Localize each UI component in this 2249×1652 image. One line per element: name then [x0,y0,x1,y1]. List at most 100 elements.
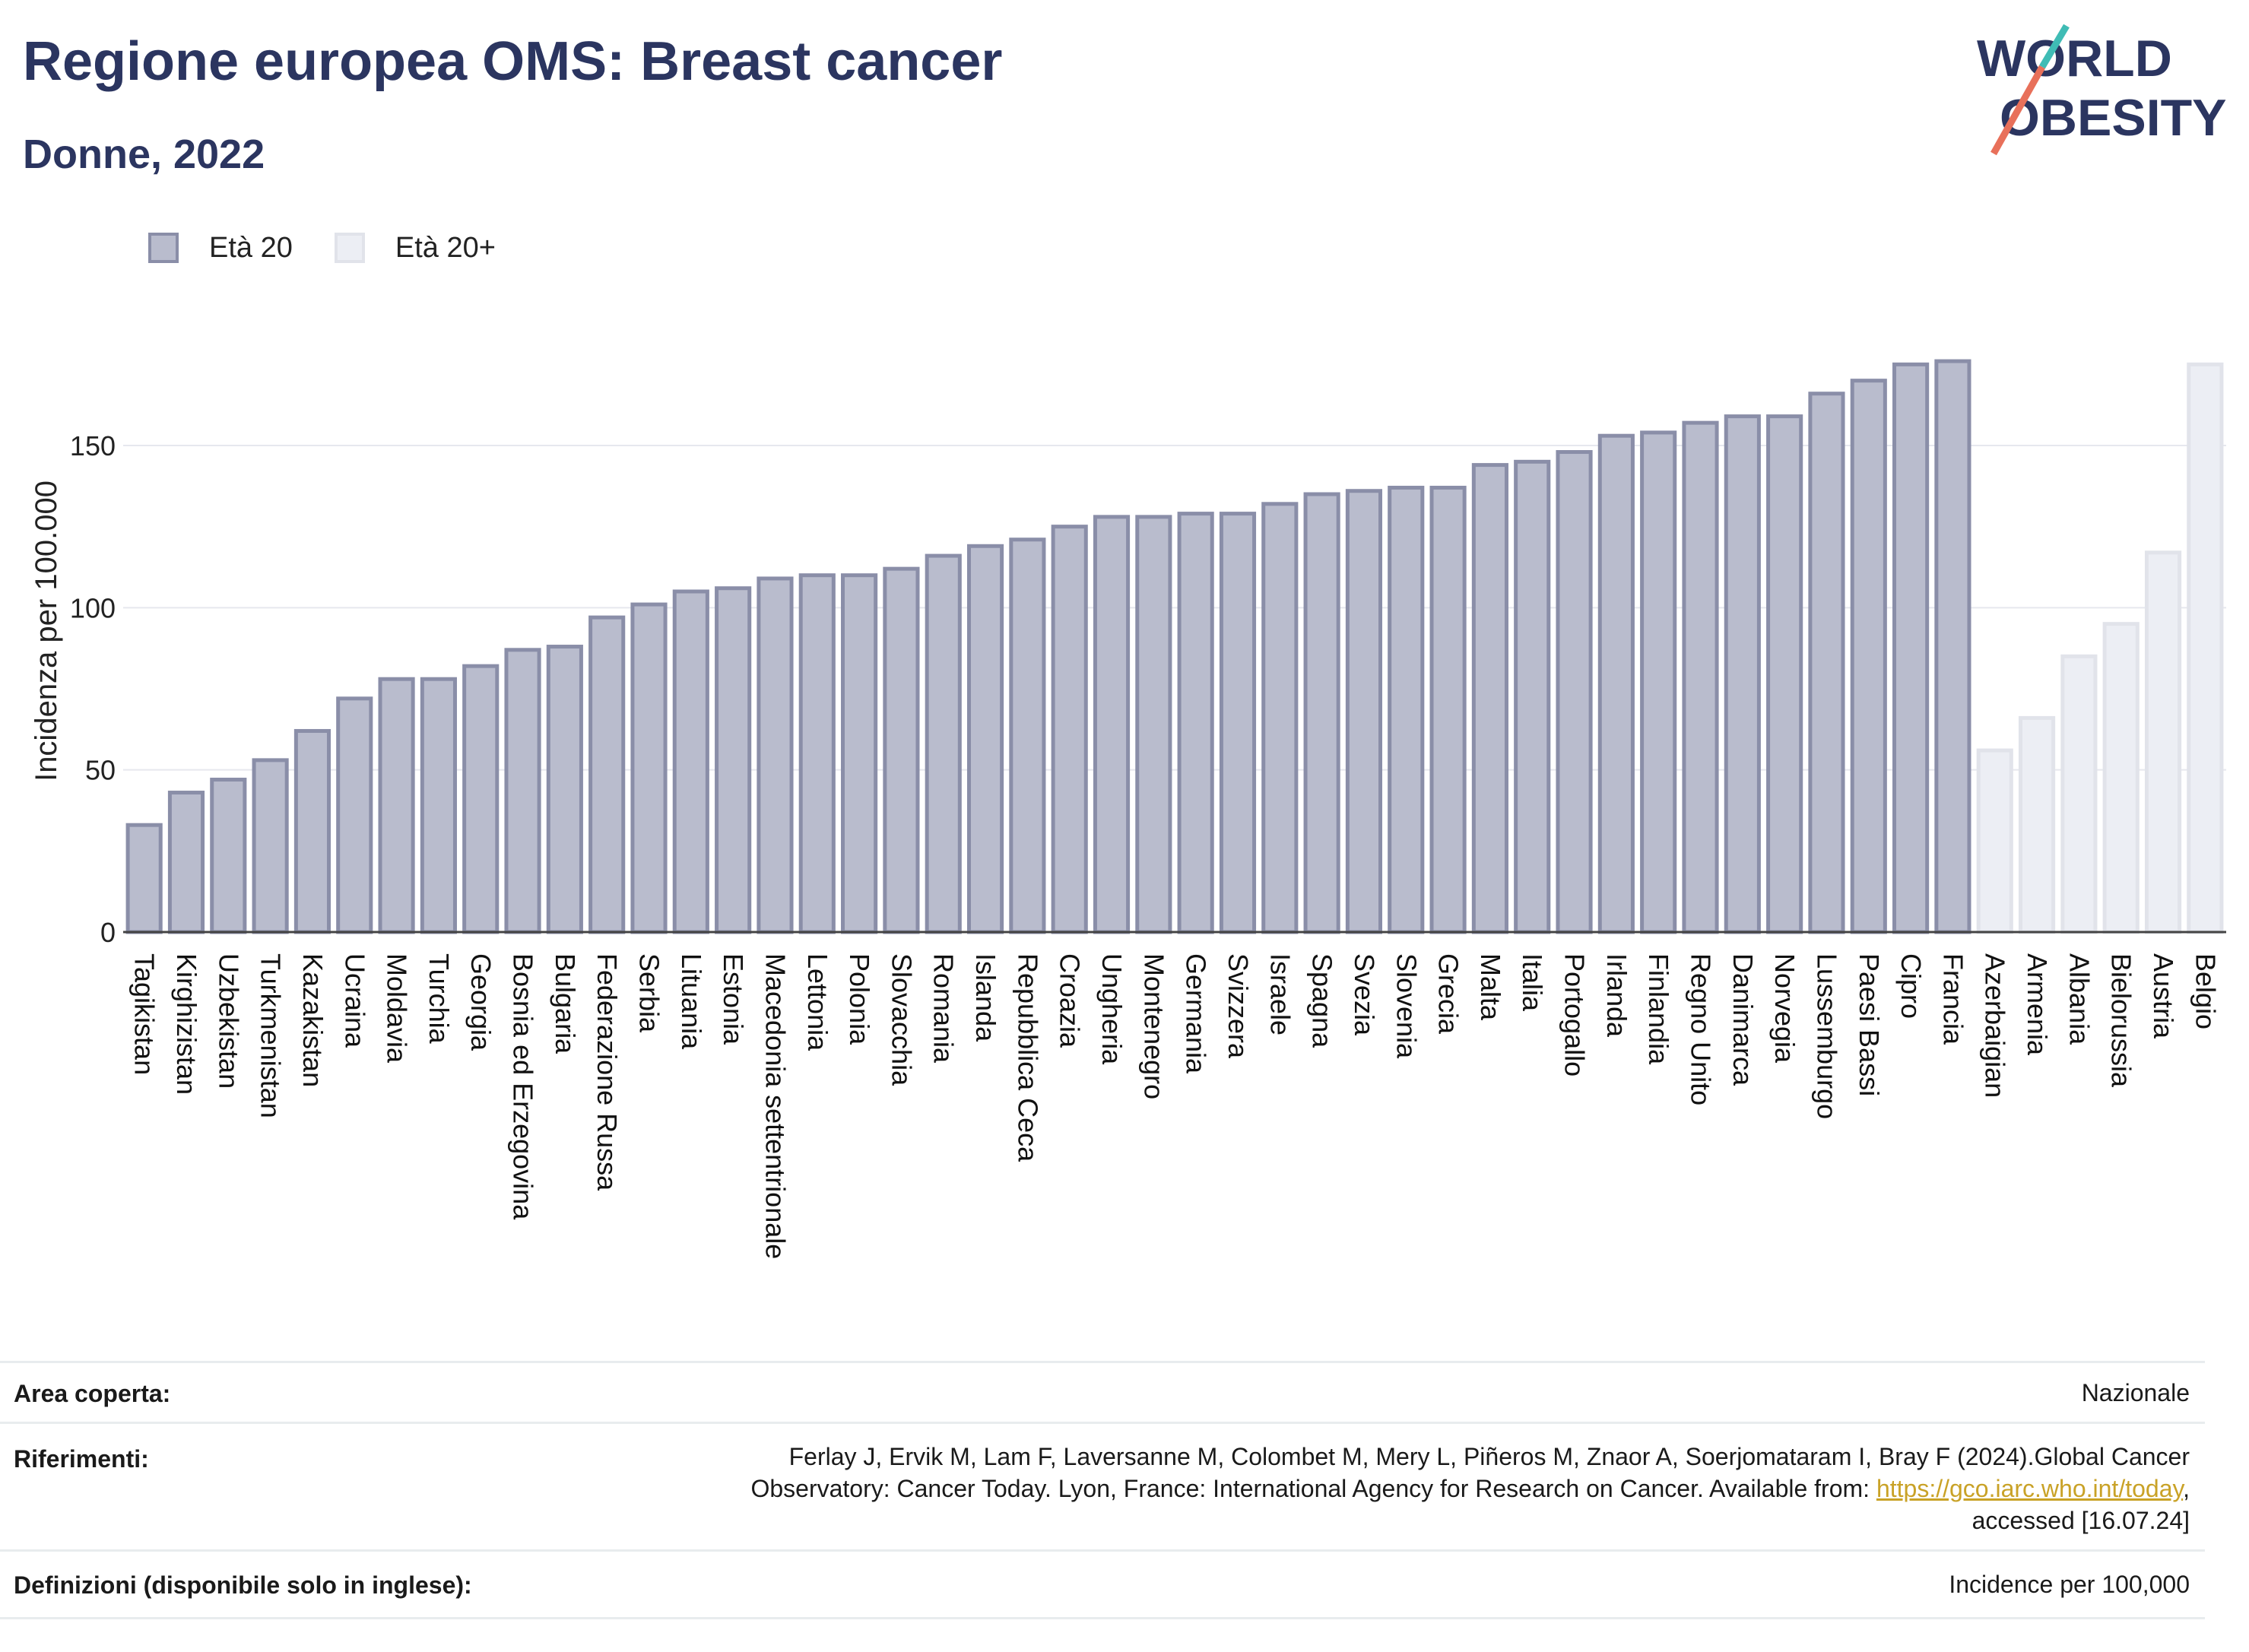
definitions-value: Incidence per 100,000 [1949,1571,2190,1598]
x-tick-label-bosnia-ed-erzegovina: Bosnia ed Erzegovina [508,953,539,1220]
y-tick-label-150: 150 [70,430,116,461]
bar-macedonia-settentrionale [757,576,794,934]
bar-tagikistan [125,823,163,934]
x-tick-label-francia: Francia [1937,953,1968,1045]
bar-regno-unito [1682,420,1719,934]
x-tick-label-finlandia: Finlandia [1643,953,1674,1065]
bar-ucraina [336,696,373,934]
x-tick-label-azerbaigian: Azerbaigian [1980,953,2011,1098]
x-tick-label-irlanda: Irlanda [1601,953,1632,1038]
x-tick-label-israele: Israele [1264,953,1296,1035]
legend-swatch-eta-20 [148,233,179,263]
bar-bosnia-ed-erzegovina [504,648,541,934]
references-value: Ferlay J, Ervik M, Lam F, Laversanne M, … [750,1441,2190,1536]
bar-ungheria [1093,515,1131,934]
x-tick-label-tagikistan: Tagikistan [129,953,160,1075]
logo-slash-red [1990,65,2045,156]
bar-kazakistan [293,728,331,934]
x-tick-label-armenia: Armenia [2022,953,2053,1056]
bar-malta [1471,463,1508,934]
bar-polonia [841,573,878,934]
x-tick-label-turchia: Turchia [423,953,455,1045]
x-tick-label-uzbekistan: Uzbekistan [213,953,244,1089]
bar-belgio [2187,362,2224,934]
bar-kirghizistan [167,791,205,934]
x-tick-label-montenegro: Montenegro [1138,953,1169,1099]
footer-row-area: Area coperta: Nazionale [0,1361,2205,1424]
x-tick-label-lettonia: Lettonia [802,953,833,1051]
x-tick-label-ucraina: Ucraina [339,953,370,1048]
x-tick-label-paesi-bassi: Paesi Bassi [1854,953,1885,1096]
x-tick-label-turkmenistan: Turkmenistan [255,953,287,1118]
x-tick-label-kazakistan: Kazakistan [297,953,328,1087]
x-tick-label-spagna: Spagna [1307,953,1338,1048]
bar-georgia [462,664,500,934]
legend-item-eta-20-plus[interactable]: Età 20+ [334,231,496,265]
logo-slash-teal [2039,24,2070,69]
x-tick-label-federazione-russa: Federazione Russa [592,953,623,1191]
x-tick-label-croazia: Croazia [1055,953,1086,1048]
bar-svizzera [1219,512,1257,934]
x-tick-label-italia: Italia [1517,953,1548,1012]
logo-line2: OBESITY [2000,89,2227,147]
bar-croazia [1051,525,1088,934]
references-line2-post: , [2183,1475,2190,1502]
area-label: Area coperta: [14,1380,171,1407]
references-line1: Ferlay J, Ervik M, Lam F, Laversanne M, … [788,1443,2190,1470]
x-tick-label-ungheria: Ungheria [1096,953,1128,1065]
bar-estonia [715,586,752,934]
x-tick-label-bulgaria: Bulgaria [550,953,581,1054]
y-tick-label-100: 100 [70,592,116,623]
bar-israele [1261,502,1299,934]
bar-slovenia [1388,485,1425,934]
bar-spagna [1303,492,1340,934]
footer-row-references: Riferimenti: Ferlay J, Ervik M, Lam F, L… [0,1422,2205,1552]
bar-bielorussia [2102,622,2140,934]
x-tick-label-islanda: Islanda [970,953,1001,1042]
definitions-label: Definizioni (disponibile solo in inglese… [14,1571,472,1599]
bar-germania [1177,512,1214,934]
bar-finlandia [1640,430,1677,934]
x-tick-label-georgia: Georgia [465,953,496,1051]
bar-islanda [966,544,1004,934]
legend-label-eta-20-plus: Età 20+ [395,231,496,264]
bar-turkmenistan [252,758,289,934]
x-tick-label-bielorussia: Bielorussia [2106,953,2137,1088]
bar-federazione-russa [588,615,626,934]
bar-lituania [672,589,709,934]
x-tick-label-svezia: Svezia [1349,953,1380,1036]
x-tick-label-macedonia-settentrionale: Macedonia settentrionale [760,953,791,1259]
x-tick-label-regno-unito: Regno Unito [1686,953,1717,1105]
references-link[interactable]: https://gco.iarc.who.int/today [1876,1475,2184,1502]
bar-albania [2060,654,2098,934]
x-tick-label-portogallo: Portogallo [1559,953,1591,1076]
x-tick-label-polonia: Polonia [844,953,875,1045]
y-axis-title: Incidenza per 100.000 [30,480,63,782]
x-tick-label-austria: Austria [2148,953,2179,1039]
legend-swatch-eta-20-plus [334,233,365,263]
logo-line1: WORLD [1977,30,2172,87]
bar-romania [925,553,962,934]
bar-lussemburgo [1808,392,1845,934]
footer-row-definitions: Definizioni (disponibile solo in inglese… [0,1549,2205,1619]
bar-serbia [630,602,668,934]
x-tick-label-malta: Malta [1475,953,1506,1021]
bar-danimarca [1724,414,1761,934]
legend-item-eta-20[interactable]: Età 20 [148,232,293,265]
world-obesity-logo: WORLD OBESITY [1977,24,2227,156]
bar-uzbekistan [210,777,247,934]
chart-legend: Età 20 Età 20+ [148,225,538,271]
x-tick-label-lituania: Lituania [676,953,707,1050]
x-tick-label-moldavia: Moldavia [382,953,413,1064]
bar-repubblica-ceca [1009,537,1046,934]
chart-title: Regione europea OMS: Breast cancer [23,31,1003,92]
bar-portogallo [1556,450,1593,934]
bar-francia [1934,359,1971,934]
x-tick-label-slovacchia: Slovacchia [886,953,917,1086]
area-value: Nazionale [2081,1379,2190,1406]
bar-norvegia [1766,414,1803,934]
x-tick-label-repubblica-ceca: Repubblica Ceca [1012,953,1043,1162]
chart-subtitle: Donne, 2022 [23,132,265,177]
x-tick-label-grecia: Grecia [1433,953,1464,1035]
x-tick-label-slovenia: Slovenia [1391,953,1422,1059]
